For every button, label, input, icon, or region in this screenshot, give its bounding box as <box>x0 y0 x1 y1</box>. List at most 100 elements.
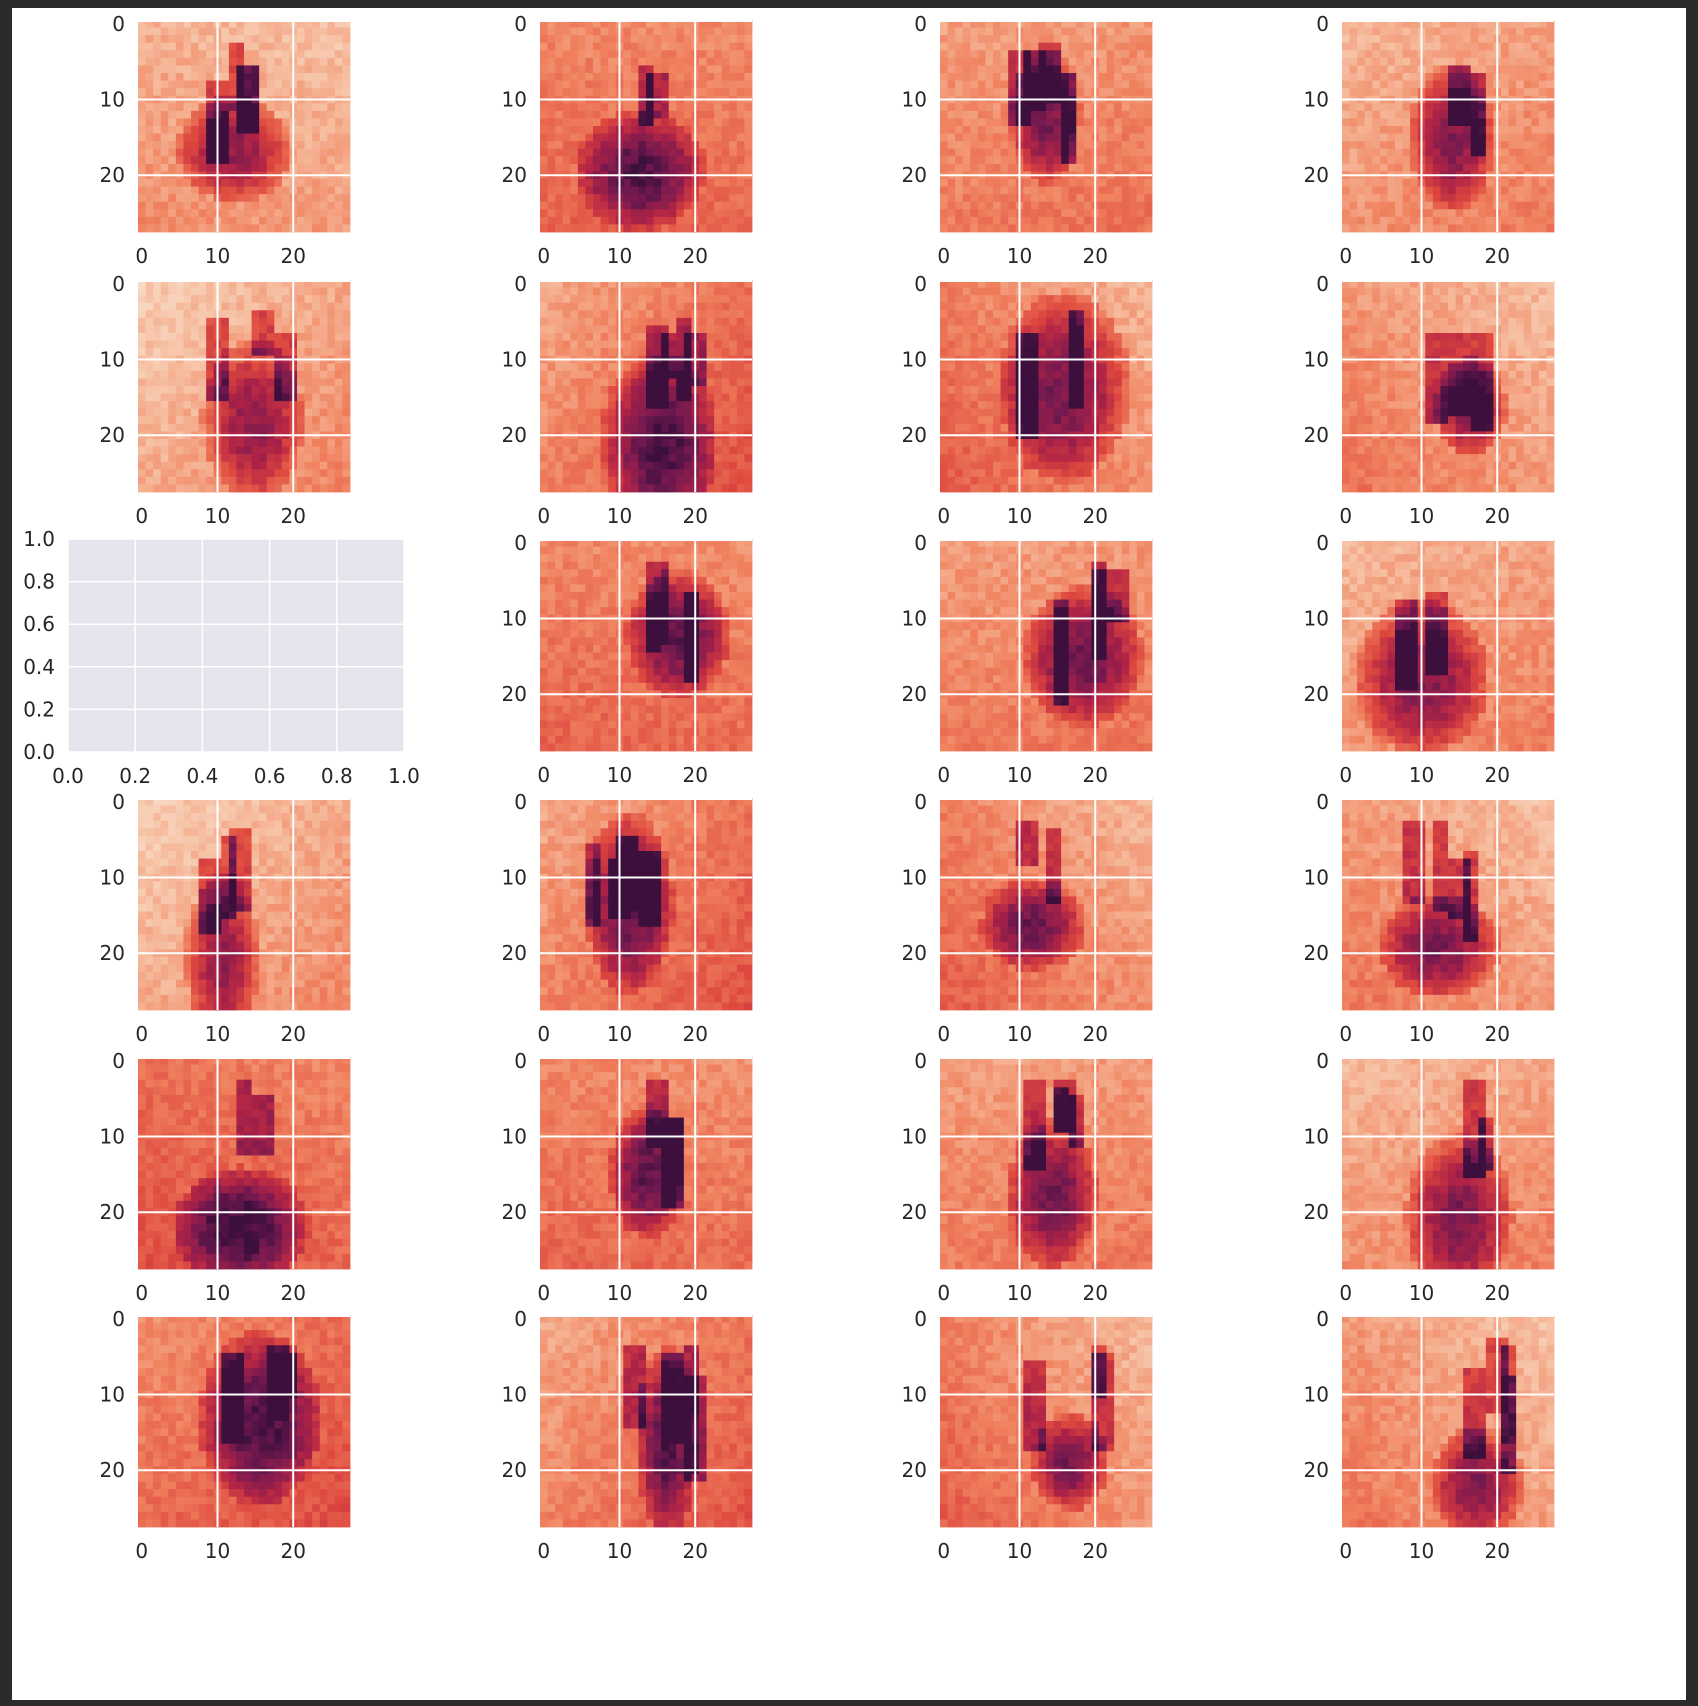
pixel-cell <box>706 156 715 165</box>
pixel-cell <box>1038 317 1047 326</box>
pixel-cell <box>251 484 260 493</box>
pixel-cell <box>744 280 753 288</box>
pixel-cell <box>668 35 677 44</box>
pixel-cell <box>1106 310 1115 319</box>
pixel-cell <box>259 408 268 417</box>
pixel-cell <box>729 141 738 150</box>
pixel-cell <box>577 35 586 44</box>
pixel-cell <box>608 280 617 288</box>
pixel-cell <box>721 209 730 218</box>
pixel-cell <box>1470 110 1479 119</box>
pixel-cell <box>577 20 586 28</box>
pixel-cell <box>985 110 994 119</box>
pixel-cell <box>297 65 305 74</box>
pixel-cell <box>985 280 994 288</box>
pixel-cell <box>977 333 986 341</box>
pixel-cell <box>646 476 654 485</box>
pixel-cell <box>623 454 632 463</box>
pixel-cell <box>244 80 252 89</box>
pixel-cell <box>947 148 956 157</box>
pixel-cell <box>191 80 199 89</box>
pixel-cell <box>342 103 351 112</box>
pixel-cell <box>145 88 154 97</box>
pixel-cell <box>721 194 730 203</box>
pixel-cell <box>334 408 343 417</box>
pixel-cell <box>1106 35 1115 44</box>
pixel-cell <box>577 454 586 463</box>
pixel-cell <box>221 88 230 97</box>
pixel-cell <box>1053 216 1062 225</box>
pixel-cell <box>198 80 207 89</box>
pixel-cell <box>251 179 260 187</box>
pixel-cell <box>736 439 745 447</box>
pixel-cell <box>1144 186 1153 195</box>
pixel-cell <box>638 295 647 304</box>
pixel-cell <box>327 416 336 425</box>
pixel-cell <box>1068 280 1077 288</box>
pixel-cell <box>251 333 260 341</box>
pixel-cell <box>970 201 979 210</box>
pixel-cell <box>555 401 564 410</box>
pixel-cell <box>168 179 177 187</box>
pixel-cell <box>585 27 594 36</box>
pixel-cell <box>1008 280 1017 288</box>
pixel-cell <box>281 454 290 463</box>
pixel-cell <box>668 370 677 379</box>
pixel-cell <box>198 302 207 311</box>
pixel-cell <box>153 133 162 142</box>
pixel-cell <box>206 416 215 425</box>
pixel-cell <box>1076 141 1085 150</box>
pixel-cell <box>1508 27 1517 36</box>
pixel-cell <box>623 88 632 97</box>
pixel-cell <box>145 317 154 326</box>
pixel-cell <box>630 401 639 410</box>
pixel-cell <box>993 156 1001 165</box>
pixel-cell <box>547 423 556 432</box>
pixel-cell <box>668 65 677 74</box>
pixel-cell <box>661 35 670 44</box>
pixel-cell <box>683 408 692 417</box>
pixel-cell <box>183 216 192 225</box>
pixel-cell <box>555 73 564 81</box>
pixel-cell <box>145 186 154 195</box>
pixel-cell <box>600 325 609 334</box>
pixel-cell <box>1000 35 1009 44</box>
pixel-cell <box>608 439 617 447</box>
pixel-cell <box>993 50 1001 59</box>
pixel-cell <box>138 348 146 357</box>
pixel-cell <box>955 216 964 225</box>
pixel-cell <box>1076 50 1085 59</box>
pixel-cell <box>297 401 305 410</box>
pixel-cell <box>206 118 215 127</box>
pixel-cell <box>1114 35 1123 44</box>
pixel-cell <box>228 401 237 410</box>
pixel-cell <box>547 484 556 493</box>
pixel-cell <box>1061 148 1070 157</box>
pixel-cell <box>1068 295 1077 304</box>
pixel-cell <box>714 42 723 51</box>
pixel-cell <box>251 439 260 447</box>
pixel-cell <box>327 310 336 319</box>
pixel-cell <box>661 201 670 210</box>
pixel-cell <box>1030 216 1039 225</box>
pixel-cell <box>1342 20 1350 28</box>
pixel-cell <box>266 163 275 172</box>
pixel-cell <box>1379 148 1388 157</box>
pixel-cell <box>653 310 662 319</box>
pixel-cell <box>736 310 745 319</box>
pixel-cell <box>1114 201 1123 210</box>
pixel-cell <box>138 133 146 142</box>
pixel-cell <box>653 386 662 394</box>
pixel-cell <box>183 310 192 319</box>
pixel-cell <box>1387 57 1396 66</box>
pixel-cell <box>600 50 609 59</box>
pixel-cell <box>1030 88 1039 97</box>
pixel-cell <box>1023 280 1032 288</box>
pixel-cell <box>1023 156 1032 165</box>
pixel-cell <box>281 401 290 410</box>
pixel-cell <box>683 333 692 341</box>
pixel-cell <box>304 65 313 74</box>
pixel-cell <box>744 35 753 44</box>
pixel-cell <box>297 179 305 187</box>
pixel-cell <box>547 224 556 233</box>
